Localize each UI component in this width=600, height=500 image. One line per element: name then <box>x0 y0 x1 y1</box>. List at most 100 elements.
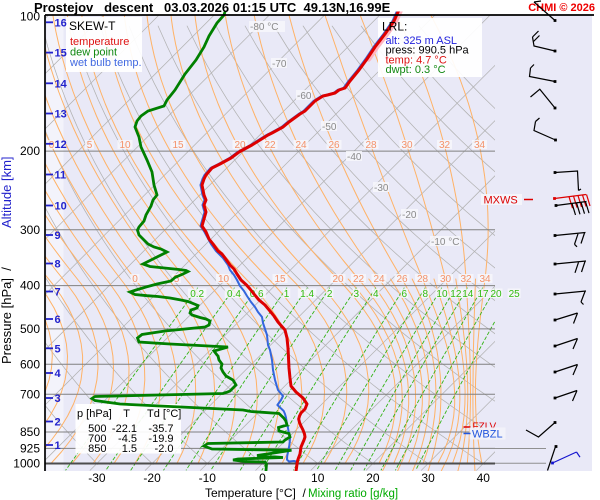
svg-text:700: 700 <box>20 387 40 401</box>
svg-text:24: 24 <box>295 140 307 151</box>
svg-text:0: 0 <box>259 471 266 485</box>
svg-text:24: 24 <box>373 274 385 285</box>
svg-text:0.6: 0.6 <box>250 289 264 300</box>
svg-text:2: 2 <box>55 417 61 429</box>
svg-text:Prostejov descent 03.03.20: Prostejov descent 03.03.2026 01:15 UTC 4… <box>34 0 391 15</box>
svg-text:850: 850 <box>88 443 106 455</box>
svg-text:-30: -30 <box>88 471 106 485</box>
svg-text:300: 300 <box>20 223 40 237</box>
svg-text:10: 10 <box>119 140 131 151</box>
svg-text:T: T <box>123 408 130 420</box>
svg-text:32: 32 <box>460 274 472 285</box>
svg-text:dwpt: 0.3 °C: dwpt: 0.3 °C <box>386 64 446 76</box>
svg-text:20: 20 <box>234 140 246 151</box>
svg-text:-60: -60 <box>297 91 312 102</box>
svg-text:p [hPa]: p [hPa] <box>77 408 112 420</box>
svg-text:-20: -20 <box>402 210 417 221</box>
svg-text:700: 700 <box>88 433 106 445</box>
svg-text:850: 850 <box>20 425 40 439</box>
svg-text:15: 15 <box>55 48 67 60</box>
svg-text:Td [°C]: Td [°C] <box>147 408 181 420</box>
svg-text:dew point: dew point <box>70 47 117 59</box>
svg-text:15: 15 <box>274 274 286 285</box>
svg-text:20: 20 <box>332 274 344 285</box>
svg-text:12: 12 <box>55 139 67 151</box>
svg-text:Altitude [km]: Altitude [km] <box>0 156 14 228</box>
svg-text:40: 40 <box>477 471 491 485</box>
svg-text:30: 30 <box>421 471 435 485</box>
svg-text:10: 10 <box>436 289 448 300</box>
svg-text:8: 8 <box>423 289 429 300</box>
svg-text:-10 °C: -10 °C <box>431 237 459 248</box>
svg-text:20: 20 <box>366 471 380 485</box>
svg-text:34: 34 <box>474 140 486 151</box>
svg-text:22: 22 <box>353 274 365 285</box>
svg-text:20: 20 <box>490 289 502 300</box>
svg-text:11: 11 <box>55 170 67 182</box>
svg-text:-19.9: -19.9 <box>148 433 173 445</box>
svg-text:13: 13 <box>55 109 67 121</box>
svg-text:30: 30 <box>440 274 452 285</box>
svg-text:-70: -70 <box>272 59 287 70</box>
svg-text:5: 5 <box>174 274 180 285</box>
svg-text:22: 22 <box>264 140 276 151</box>
svg-text:Mixing ratio [g/kg]: Mixing ratio [g/kg] <box>308 488 398 500</box>
svg-text:30: 30 <box>401 140 413 151</box>
svg-text:-80 °C: -80 °C <box>250 22 278 33</box>
svg-text:925: 925 <box>20 441 40 455</box>
svg-text:wet bulb temp.: wet bulb temp. <box>69 57 142 69</box>
svg-text:6: 6 <box>402 289 408 300</box>
svg-text:4: 4 <box>373 289 379 300</box>
svg-text:1.4: 1.4 <box>300 289 314 300</box>
svg-text:15: 15 <box>172 140 184 151</box>
svg-text:WBZL: WBZL <box>472 429 503 441</box>
svg-text:-10: -10 <box>199 471 217 485</box>
svg-text:5: 5 <box>55 343 61 355</box>
svg-text:MXWS: MXWS <box>484 195 518 207</box>
svg-text:Temperature [°C] /: Temperature [°C] / <box>205 486 307 500</box>
svg-text:alt: 325 m ASL: alt: 325 m ASL <box>386 35 458 47</box>
svg-text:500: 500 <box>20 322 40 336</box>
svg-text:-30: -30 <box>374 183 389 194</box>
svg-text:0: 0 <box>132 274 138 285</box>
svg-text:28: 28 <box>417 274 429 285</box>
svg-text:temp: 4.7 °C: temp: 4.7 °C <box>386 55 447 67</box>
svg-text:CHMI © 2026: CHMI © 2026 <box>528 2 595 14</box>
svg-text:14: 14 <box>462 289 474 300</box>
svg-text:26: 26 <box>396 274 408 285</box>
svg-text:5: 5 <box>87 140 93 151</box>
svg-text:-40: -40 <box>347 152 362 163</box>
svg-text:FZLV: FZLV <box>473 422 497 433</box>
svg-text:100: 100 <box>20 10 40 24</box>
svg-text:-20: -20 <box>143 471 161 485</box>
svg-text:4: 4 <box>55 368 62 380</box>
svg-text:28: 28 <box>365 140 377 151</box>
svg-text:1: 1 <box>55 440 61 452</box>
svg-text:14: 14 <box>55 78 68 90</box>
svg-text:3: 3 <box>353 289 359 300</box>
svg-text:12: 12 <box>450 289 462 300</box>
svg-text:1.5: 1.5 <box>122 443 137 455</box>
svg-text:-4.5: -4.5 <box>118 433 137 445</box>
svg-text:temperature: temperature <box>70 36 129 48</box>
svg-text:32: 32 <box>439 140 451 151</box>
svg-text:10: 10 <box>55 201 67 213</box>
svg-text:17: 17 <box>477 289 489 300</box>
svg-text:0.2: 0.2 <box>190 289 204 300</box>
svg-text:6: 6 <box>55 314 61 326</box>
svg-text:-50: -50 <box>322 122 337 133</box>
svg-text:600: 600 <box>20 357 40 371</box>
svg-text:0.4: 0.4 <box>227 289 241 300</box>
svg-text:-35.7: -35.7 <box>148 423 173 435</box>
svg-text:16: 16 <box>55 17 67 29</box>
svg-text:34: 34 <box>479 274 491 285</box>
svg-text:-22.1: -22.1 <box>112 423 137 435</box>
svg-text:3: 3 <box>55 393 61 405</box>
svg-text:500: 500 <box>88 423 106 435</box>
svg-text:9: 9 <box>55 230 61 242</box>
svg-text:Pressure [hPa] /: Pressure [hPa] / <box>0 267 14 364</box>
svg-text:press: 990.5 hPa: press: 990.5 hPa <box>386 45 470 57</box>
svg-text:1: 1 <box>284 289 290 300</box>
svg-text:10: 10 <box>218 274 230 285</box>
svg-text:200: 200 <box>20 144 40 158</box>
